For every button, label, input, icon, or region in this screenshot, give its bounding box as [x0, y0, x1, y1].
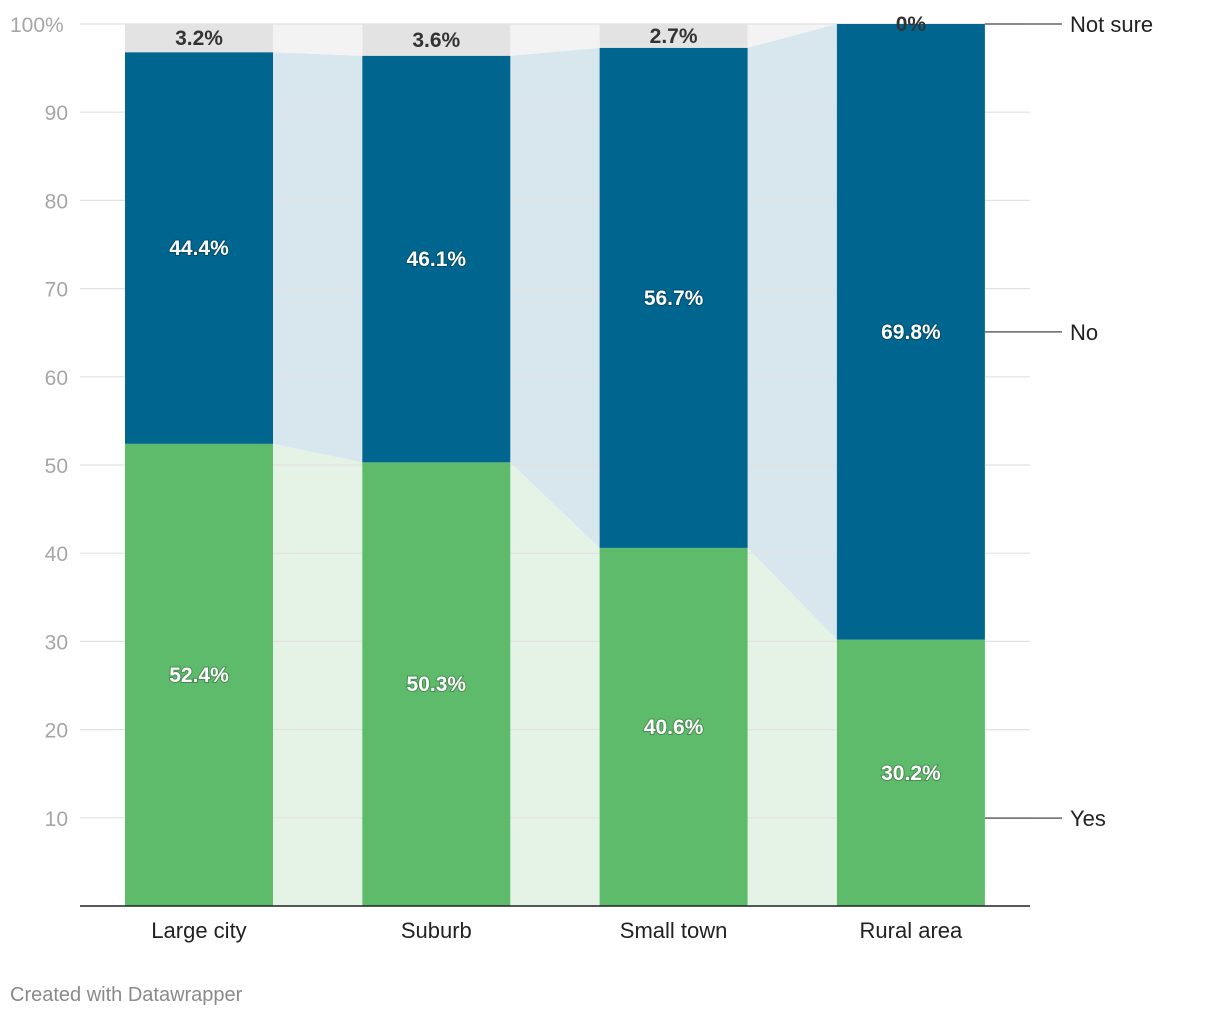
- value-label: 3.6%: [412, 29, 460, 52]
- value-label: 69.8%: [881, 321, 941, 344]
- bar-suburb-no: [362, 55, 511, 463]
- x-tick-label: Large city: [151, 918, 246, 943]
- connector-band-no: [273, 52, 363, 463]
- x-tick-label: Small town: [620, 918, 728, 943]
- bar-suburb-yes: [362, 462, 511, 906]
- value-label: 50.3%: [407, 673, 467, 696]
- y-tick-label: 40: [45, 543, 68, 566]
- legend-label: Yes: [1070, 806, 1106, 831]
- value-label: 3.2%: [175, 27, 223, 50]
- connector-band-no: [510, 47, 600, 548]
- value-label: 52.4%: [169, 664, 229, 687]
- connector-band-no: [747, 24, 837, 640]
- value-label: 30.2%: [881, 762, 941, 785]
- y-tick-label: 30: [45, 631, 68, 654]
- value-label: 2.7%: [650, 25, 698, 48]
- y-tick-label: 20: [45, 720, 68, 743]
- y-tick-label: 90: [45, 102, 68, 125]
- bar-large-city-no: [125, 52, 273, 444]
- y-tick-label: 80: [45, 190, 68, 213]
- connector-band-not-sure: [747, 24, 837, 48]
- connector-band-not-sure: [273, 24, 363, 56]
- value-label: 44.4%: [169, 237, 229, 260]
- bar-large-city-yes: [125, 443, 273, 906]
- value-label: 0%: [896, 13, 927, 36]
- credit-text: Created with Datawrapper: [10, 984, 243, 1006]
- y-tick-label: 10: [45, 808, 68, 831]
- connector-band-yes: [273, 443, 363, 906]
- legend: Yes No Not sure: [984, 12, 1153, 831]
- bar-rural-area-yes: [836, 639, 985, 906]
- bar-large-city-not-sure: [125, 24, 273, 53]
- bars: [125, 24, 985, 906]
- connector-band-yes: [747, 547, 837, 906]
- bar-rural-area-no: [836, 24, 985, 640]
- x-axis: Large city Suburb Small town Rural area: [80, 905, 1030, 943]
- value-label: 40.6%: [644, 716, 704, 739]
- y-tick-label: 50: [45, 455, 68, 478]
- legend-label: No: [1070, 320, 1098, 345]
- y-axis: 10 20 30 40 50 60 70 80 90 100%: [10, 14, 68, 831]
- bar-small-town-yes: [599, 547, 748, 906]
- y-tick-label: 60: [45, 367, 68, 390]
- connector-band-yes: [510, 462, 600, 906]
- x-tick-label: Suburb: [401, 918, 472, 943]
- y-tick-label: 100%: [10, 14, 64, 37]
- bar-suburb-not-sure: [362, 24, 511, 56]
- value-label: 56.7%: [644, 287, 704, 310]
- connector-bands: [273, 24, 837, 906]
- bar-small-town-no: [599, 47, 748, 548]
- legend-label: Not sure: [1070, 12, 1153, 37]
- x-tick-label: Rural area: [860, 918, 963, 943]
- value-label: 46.1%: [407, 248, 467, 271]
- value-labels: 52.4% 44.4% 3.2% 50.3% 46.1% 3.6% 40.6% 56.7% 2.…: [168, 13, 942, 786]
- bar-small-town-not-sure: [599, 24, 748, 48]
- y-tick-label: 70: [45, 279, 68, 302]
- connector-band-not-sure: [510, 24, 600, 56]
